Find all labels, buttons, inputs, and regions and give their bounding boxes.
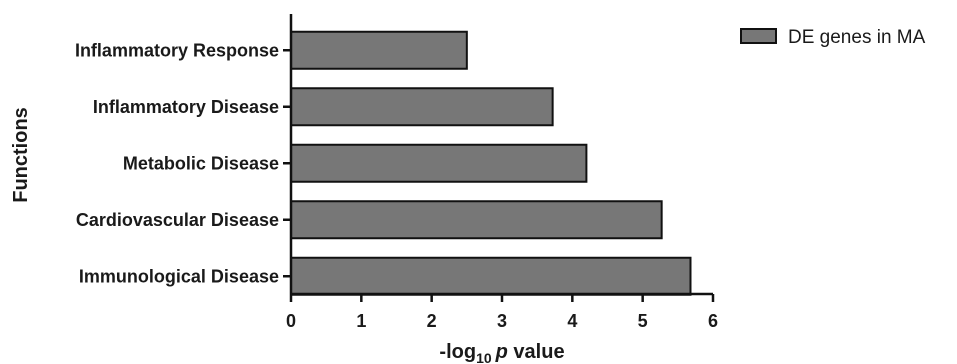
bars-group (290, 30, 692, 296)
category-label-3: Cardiovascular Disease (76, 210, 279, 230)
bar-2 (290, 143, 588, 183)
x-tick-label-4: 4 (567, 311, 577, 331)
x-axis-title-italic: p (495, 341, 508, 363)
x-axis-title-prefix: -log (439, 341, 476, 363)
x-tick-label-5: 5 (638, 311, 648, 331)
x-tick-label-3: 3 (497, 311, 507, 331)
x-axis-title-suffix: value (508, 341, 565, 363)
x-tick-label-6: 6 (708, 311, 718, 331)
x-axis-title-subscript: 10 (476, 350, 492, 364)
bar-3 (290, 200, 663, 240)
legend-label: DE genes in MA (788, 27, 926, 48)
x-tick-labels: 0 1 2 3 4 5 6 (286, 311, 718, 331)
x-tick-label-0: 0 (286, 311, 296, 331)
x-tick-label-2: 2 (427, 311, 437, 331)
x-axis-ticks (289, 294, 715, 302)
bar-1 (290, 87, 554, 127)
category-labels: Inflammatory Response Inflammatory Diseas… (75, 40, 279, 286)
category-label-1: Inflammatory Disease (93, 97, 279, 117)
bar-0 (290, 30, 468, 70)
category-label-0: Inflammatory Response (75, 40, 279, 60)
legend-swatch (740, 28, 777, 44)
x-tick-label-1: 1 (356, 311, 366, 331)
category-label-4: Immunological Disease (79, 266, 279, 286)
bar-4 (290, 256, 692, 296)
y-axis-title: Functions (10, 107, 32, 203)
legend: DE genes in MA (740, 27, 926, 48)
category-label-2: Metabolic Disease (123, 153, 279, 173)
x-axis-title: -log10 p value (439, 341, 564, 364)
y-axis-ticks (283, 49, 291, 278)
